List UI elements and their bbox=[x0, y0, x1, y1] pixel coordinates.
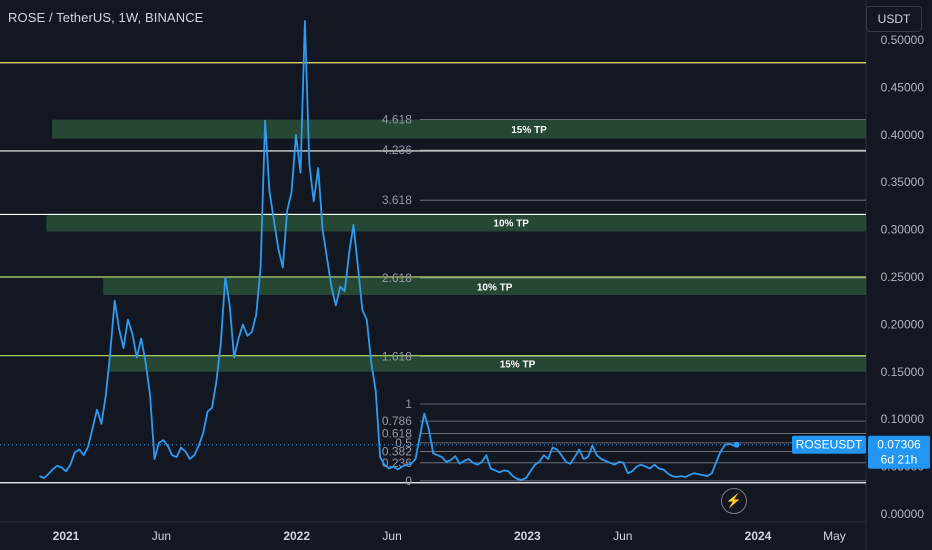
price-tag-value: 0.07306 bbox=[877, 438, 921, 452]
ticker-tag-label: ROSEUSDT bbox=[796, 438, 863, 452]
x-tick-label: 2023 bbox=[514, 529, 541, 543]
tp-zone-label: 15% TP bbox=[500, 360, 536, 371]
chart-title: ROSE / TetherUS, 1W, BINANCE bbox=[8, 10, 204, 25]
tp-zone bbox=[46, 213, 867, 232]
tp-zone-label: 10% TP bbox=[493, 218, 529, 229]
x-tick-label: May bbox=[823, 529, 846, 543]
fib-level-label: 0.786 bbox=[382, 414, 412, 428]
fib-level-label: 0 bbox=[405, 474, 412, 488]
currency-button[interactable]: USDT bbox=[866, 6, 922, 32]
fib-level-label: 1 bbox=[405, 397, 412, 411]
fib-level-label: 2.618 bbox=[382, 271, 412, 285]
y-tick-label: 0.25000 bbox=[881, 270, 925, 284]
ticker-tag bbox=[792, 435, 866, 454]
fib-level-label: 0.618 bbox=[382, 426, 412, 440]
lightning-icon[interactable]: ⚡ bbox=[721, 488, 747, 514]
y-tick-label: 0.50000 bbox=[881, 33, 925, 47]
y-tick-label: 0.45000 bbox=[881, 80, 925, 94]
price-tag-countdown: 6d 21h bbox=[881, 453, 918, 467]
y-tick-label: 0.30000 bbox=[881, 223, 925, 237]
x-tick-label: 2024 bbox=[745, 529, 772, 543]
fib-level-label: 1.618 bbox=[382, 350, 412, 364]
tp-zone-label: 15% TP bbox=[511, 125, 547, 136]
tp-zone bbox=[103, 277, 867, 296]
x-tick-label: Jun bbox=[613, 529, 632, 543]
y-tick-label: 0.10000 bbox=[881, 412, 925, 426]
last-price-dot bbox=[733, 441, 740, 448]
x-tick-label: 2022 bbox=[283, 529, 310, 543]
tp-zone bbox=[52, 119, 866, 139]
fib-level-label: 4.618 bbox=[382, 113, 412, 127]
fib-level-label: 4.236 bbox=[382, 143, 412, 157]
x-tick-label: Jun bbox=[382, 529, 401, 543]
fib-level-label: 3.618 bbox=[382, 193, 412, 207]
fib-level-label: 0.236 bbox=[382, 456, 412, 470]
fib-level-label: 0.5 bbox=[395, 436, 412, 450]
tp-zone-label: 10% TP bbox=[477, 282, 513, 293]
currency-button-label: USDT bbox=[877, 12, 911, 26]
price-tag bbox=[868, 435, 930, 469]
y-tick-label: 0.00000 bbox=[881, 507, 925, 521]
x-tick-label: 2021 bbox=[53, 529, 80, 543]
y-tick-label: 0.15000 bbox=[881, 365, 925, 379]
y-tick-label: 0.20000 bbox=[881, 317, 925, 331]
price-line bbox=[39, 20, 737, 481]
x-tick-label: Jun bbox=[152, 529, 171, 543]
tp-zone bbox=[108, 355, 867, 372]
fib-level-label: 0.382 bbox=[382, 444, 412, 458]
y-tick-label: 0.35000 bbox=[881, 175, 925, 189]
y-tick-label: 0.40000 bbox=[881, 128, 925, 142]
